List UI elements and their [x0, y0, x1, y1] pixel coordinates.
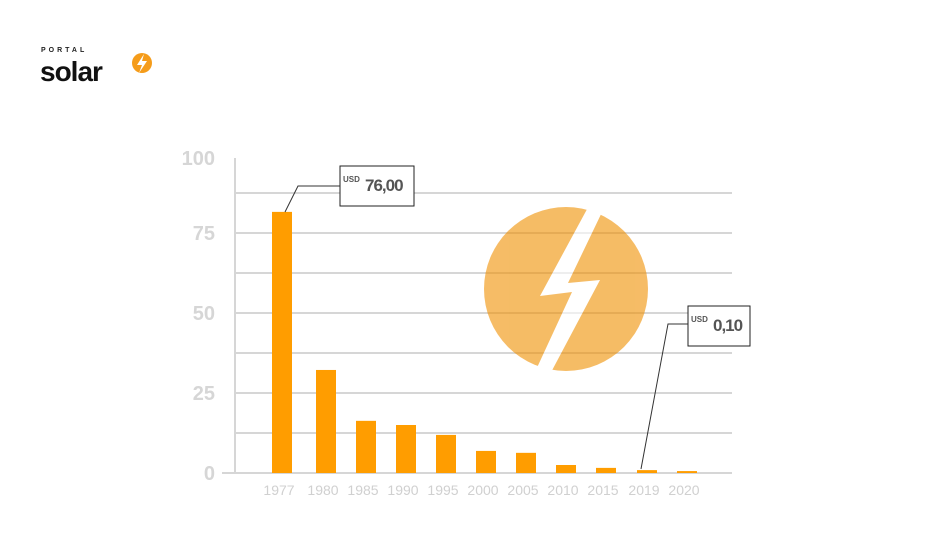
annotation-box — [339, 165, 415, 207]
x-tick-label: 1990 — [387, 482, 418, 498]
y-tick-label: 25 — [193, 383, 215, 405]
portal-solar-logo: PORTAL solar — [40, 47, 152, 86]
x-tick-label: 2015 — [587, 482, 618, 498]
x-tick-label: 2020 — [668, 482, 699, 498]
bar-2019 — [637, 470, 657, 473]
y-tick-label: 100 — [182, 148, 215, 170]
bar-2010 — [556, 465, 576, 473]
bar-2000 — [476, 450, 496, 473]
bar-1985 — [356, 420, 376, 473]
bar-1980 — [316, 369, 336, 473]
bar-1990 — [396, 425, 416, 473]
bar-2015 — [596, 467, 616, 473]
annotation-box — [687, 305, 751, 347]
logo-main-text: solar — [40, 56, 103, 86]
bar-1977 — [272, 211, 292, 473]
logo-bolt-icon — [137, 54, 147, 73]
x-tick-label: 2005 — [507, 482, 538, 498]
x-tick-label: 1985 — [347, 482, 378, 498]
annotation-value: 0,10 — [713, 316, 743, 335]
annotation-value: 76,00 — [365, 176, 403, 195]
logo-small-text: PORTAL — [41, 47, 87, 54]
bar-1995 — [436, 434, 456, 473]
annotation-leader-line — [640, 323, 688, 470]
x-tick-label: 1977 — [263, 482, 294, 498]
annotation-currency: USD — [343, 175, 360, 184]
y-tick-label: 50 — [193, 303, 215, 325]
bar-2005 — [516, 452, 536, 473]
bar-2020 — [677, 471, 697, 473]
y-tick-label: 75 — [193, 223, 215, 245]
annotation-leader-line — [284, 185, 340, 213]
y-tick-label: 0 — [204, 463, 215, 485]
x-tick-label: 2010 — [547, 482, 578, 498]
annotation-currency: USD — [691, 315, 708, 324]
x-tick-label: 1995 — [427, 482, 458, 498]
x-tick-label: 1980 — [307, 482, 338, 498]
x-tick-label: 2000 — [467, 482, 498, 498]
x-tick-label: 2019 — [628, 482, 659, 498]
watermark-bolt-icon — [484, 200, 648, 378]
